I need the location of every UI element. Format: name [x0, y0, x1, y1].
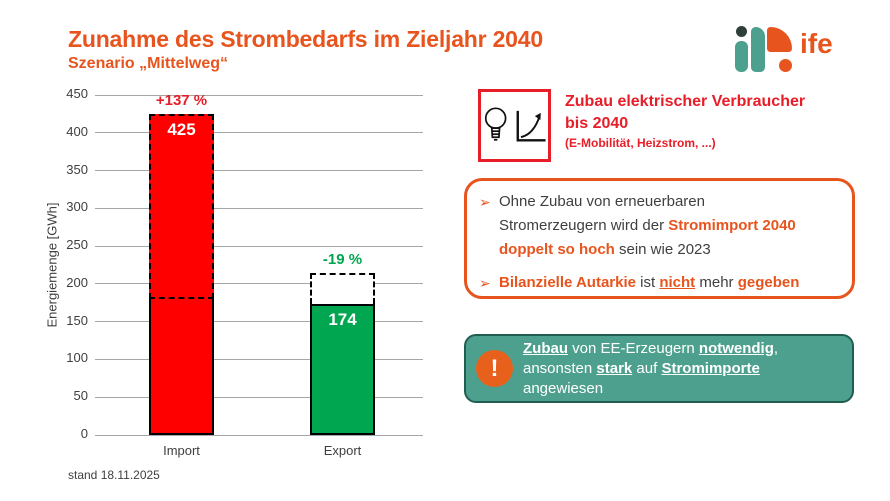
page-subtitle: Szenario „Mittelweg“	[68, 55, 229, 72]
callout-heading: Zubau elektrischer Verbraucher bis 2040 …	[565, 91, 805, 152]
gridline	[101, 283, 423, 285]
text-segment: nicht	[659, 274, 696, 291]
logo-shape-dark-dot	[736, 26, 747, 37]
gridline	[101, 396, 423, 398]
logo-shape-teal-stem	[735, 41, 748, 72]
consumer-growth-icon-box	[478, 89, 551, 162]
gridline	[101, 207, 423, 209]
findings-bullet-2-text: Bilanzielle Autarkie ist nicht mehr gege…	[499, 271, 799, 295]
category-label: Export	[323, 443, 362, 458]
text-segment: doppelt so hoch	[499, 241, 615, 258]
text-segment: Ohne Zubau von erneuerbaren	[499, 193, 705, 210]
text-segment: Stromimport 2040	[668, 217, 796, 234]
ife-logo: ife	[734, 20, 844, 78]
text-segment: angewiesen	[523, 379, 604, 397]
y-axis-tick-label: 150	[66, 312, 88, 328]
text-segment: Zubau	[523, 339, 568, 357]
y-axis-tick-label: 100	[66, 350, 88, 366]
y-axis-tick	[95, 94, 101, 96]
gridline	[101, 321, 423, 323]
findings-bullet-1-text: Ohne Zubau von erneuerbaren Stromerzeuger…	[499, 190, 796, 262]
exclamation-glyph: !	[490, 354, 499, 382]
gridline	[101, 170, 423, 172]
bullet-arrow-icon: ➢	[479, 194, 491, 210]
y-axis-tick-label: 50	[73, 388, 88, 404]
lightbulb-icon	[484, 106, 507, 141]
callout-title-line1: Zubau elektrischer Verbraucher	[565, 93, 806, 110]
findings-bullet-1: ➢ Ohne Zubau von erneuerbaren Stromerzeug…	[479, 190, 840, 262]
y-axis-tick	[95, 358, 101, 360]
y-axis-tick	[95, 283, 101, 285]
text-segment: sein wie 2023	[614, 241, 711, 258]
y-axis-tick	[95, 207, 101, 209]
text-segment: ,	[773, 339, 779, 357]
bar-import-dashed	[149, 113, 214, 299]
gridline	[101, 94, 423, 96]
page-title: Zunahme des Strombedarfs im Zieljahr 204…	[68, 26, 543, 52]
change-label: -19 %	[322, 250, 363, 268]
text-segment: Stromerzeugern wird der	[499, 217, 669, 234]
bar-export-dashed	[310, 272, 375, 304]
y-axis-tick-label: 450	[66, 86, 88, 101]
text-segment: notwendig	[698, 339, 774, 357]
y-axis-tick	[95, 132, 101, 134]
text-segment: Stromimporte	[661, 359, 760, 377]
y-axis-tick-label: 300	[66, 199, 88, 215]
text-segment: auf	[632, 359, 662, 377]
gridline	[101, 132, 423, 134]
bar-import-solid	[149, 299, 214, 435]
findings-box: ➢ Ohne Zubau von erneuerbaren Stromerzeug…	[464, 178, 855, 299]
text-segment: Bilanzielle Autarkie	[499, 274, 636, 291]
y-axis-tick-label: 0	[80, 426, 88, 441]
text-segment: ansonsten	[523, 359, 597, 377]
bar-export-solid	[310, 303, 375, 435]
y-axis-tick	[95, 245, 101, 247]
warning-text: Zubau von EE-Erzeugern notwendig, ansonst…	[523, 339, 778, 399]
y-axis-tick-label: 250	[66, 237, 88, 253]
bullet-arrow-icon: ➢	[479, 275, 491, 291]
text-segment: stark	[596, 359, 633, 377]
bar-value-label: 174	[328, 309, 357, 329]
logo-text: ife	[800, 28, 833, 59]
y-axis-tick	[95, 396, 101, 398]
text-segment: ist	[636, 274, 660, 291]
callout-subtitle: (E-Mobilität, Heizstrom, ...)	[565, 136, 716, 150]
text-segment: gegeben	[737, 274, 800, 291]
change-label: +137 %	[155, 91, 208, 109]
gridline	[101, 358, 423, 360]
y-axis-tick-label: 200	[66, 274, 88, 290]
category-label: Import	[163, 443, 200, 458]
gridline	[101, 245, 423, 247]
findings-bullet-2: ➢ Bilanzielle Autarkie ist nicht mehr ge…	[479, 271, 840, 295]
text-segment: von EE-Erzeugern	[568, 339, 699, 357]
logo-shape-orange-dot	[779, 59, 792, 72]
logo-shape-teal-tall	[751, 27, 765, 72]
gridline	[101, 434, 423, 436]
y-axis-tick	[95, 170, 101, 172]
warning-box: ! Zubau von EE-Erzeugern notwendig, anson…	[464, 334, 854, 403]
y-axis-tick-label: 400	[66, 123, 88, 139]
y-axis-tick	[95, 434, 101, 436]
y-axis-tick-label: 350	[66, 161, 88, 177]
exclamation-icon: !	[476, 350, 513, 387]
y-axis-title: Energiemenge [GWh]	[44, 202, 60, 328]
date-stamp: stand 18.11.2025	[68, 468, 160, 482]
bar-value-label: 425	[167, 119, 196, 139]
y-axis-tick	[95, 321, 101, 323]
callout-title-line2: bis 2040	[565, 115, 629, 132]
text-segment: mehr	[695, 274, 738, 291]
growth-chart-icon	[516, 110, 546, 141]
